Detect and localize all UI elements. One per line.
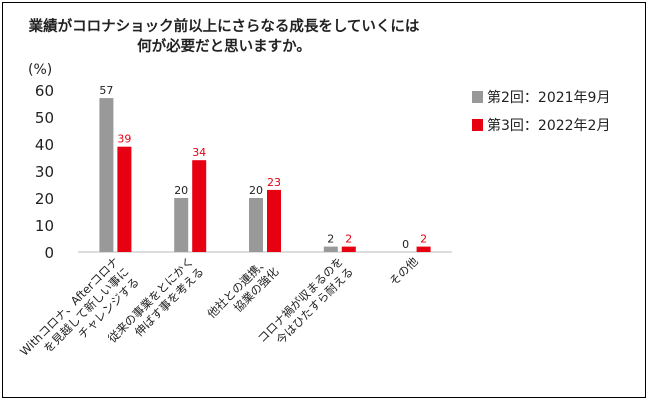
y-axis-unit-label: (%) bbox=[28, 62, 52, 78]
legend-swatch-1 bbox=[472, 91, 483, 103]
bar-s2-c5 bbox=[416, 246, 431, 252]
data-label-s1-c2: 20 bbox=[174, 184, 188, 197]
y-tick-label: 10 bbox=[35, 217, 54, 235]
legend-label-2: 第3回：2022年2月 bbox=[487, 117, 610, 134]
bar-s1-c1 bbox=[99, 98, 114, 252]
y-tick-label: 40 bbox=[35, 136, 54, 154]
chart-title-line-2: 何が必要だと思いますか。 bbox=[137, 37, 311, 55]
bar-s1-c4 bbox=[323, 246, 338, 252]
y-tick-label: 50 bbox=[35, 109, 54, 127]
category-label-line: その他 bbox=[386, 254, 421, 289]
data-label-s2-c4: 2 bbox=[345, 233, 352, 246]
y-tick-label: 30 bbox=[35, 163, 54, 181]
bar-s1-c2 bbox=[174, 198, 189, 252]
data-label-s2-c2: 34 bbox=[192, 146, 206, 159]
y-tick-label: 60 bbox=[35, 82, 54, 100]
data-label-s1-c3: 20 bbox=[249, 184, 263, 197]
legend-label-1: 第2回：2021年9月 bbox=[487, 89, 610, 106]
data-label-s1-c4: 2 bbox=[327, 233, 334, 246]
bar-s2-c1 bbox=[117, 146, 132, 252]
bar-s1-c3 bbox=[249, 198, 263, 252]
bar-s2-c3 bbox=[267, 189, 281, 252]
y-tick-label: 20 bbox=[35, 190, 54, 208]
legend-swatch-2 bbox=[472, 119, 483, 131]
data-label-s2-c5: 2 bbox=[420, 233, 427, 246]
y-tick-label: 0 bbox=[44, 244, 54, 262]
data-label-s1-c1: 57 bbox=[99, 84, 113, 97]
bar-s2-c2 bbox=[192, 160, 207, 252]
chart-title-line-1: 業績がコロナショック前以上にさらなる成長をしていくには bbox=[28, 17, 420, 35]
data-label-s2-c1: 39 bbox=[117, 133, 131, 146]
bar-s2-c4 bbox=[341, 246, 356, 252]
data-label-s1-c5: 0 bbox=[402, 238, 409, 251]
category-label-5: その他 bbox=[386, 254, 421, 289]
data-label-s2-c3: 23 bbox=[267, 176, 281, 189]
